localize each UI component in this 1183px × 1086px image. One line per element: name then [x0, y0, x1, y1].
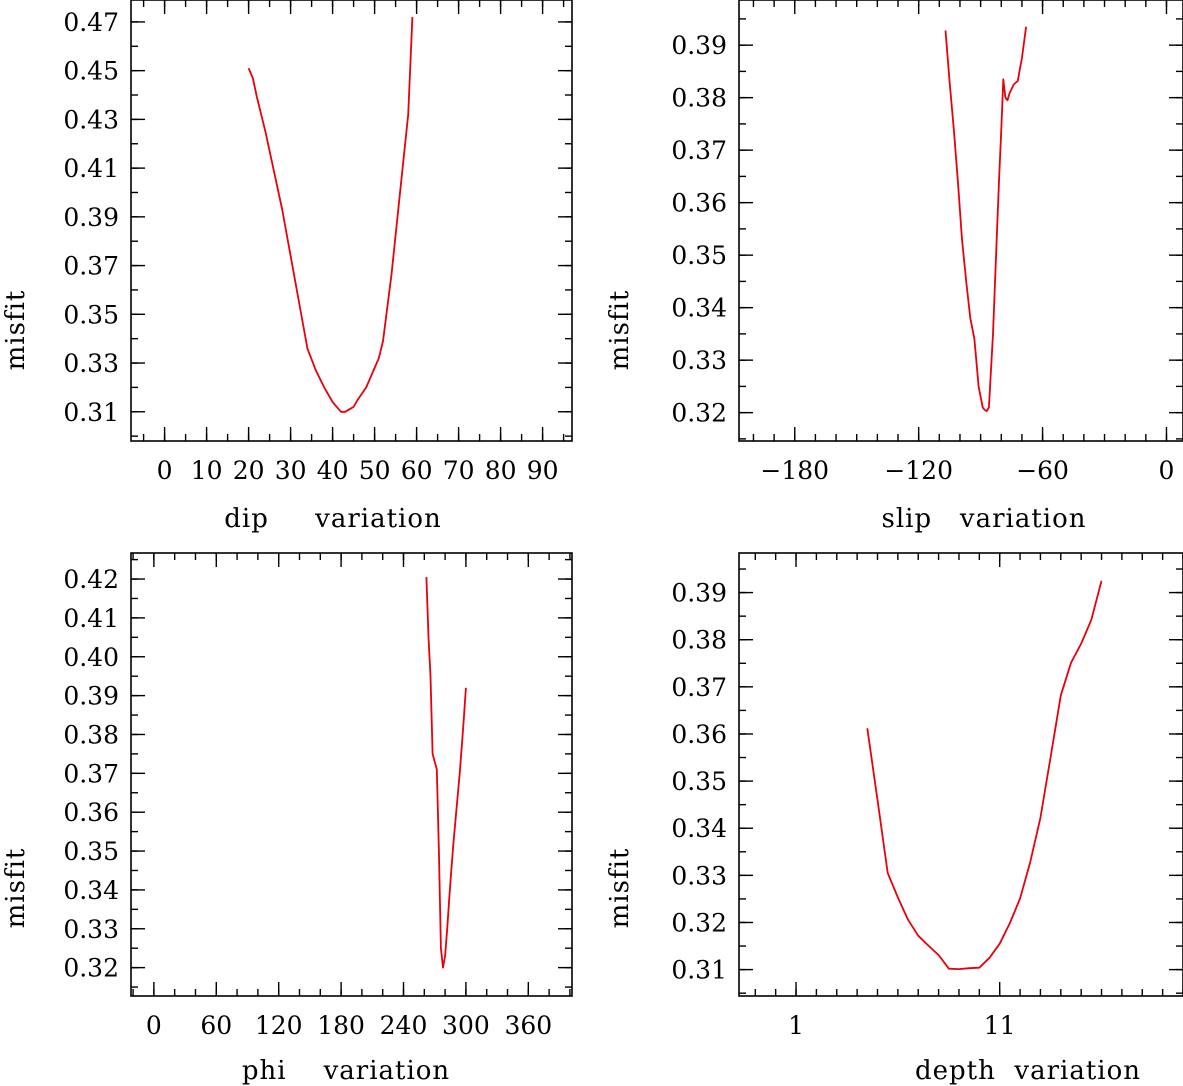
x-axis-title: phi variation: [242, 1056, 450, 1086]
x-tick-label: −60: [1016, 456, 1069, 485]
y-tick-label: 0.34: [63, 876, 119, 905]
y-tick-label: 0.37: [63, 252, 119, 281]
y-tick-label: 0.33: [671, 861, 727, 890]
y-tick-label: 0.35: [63, 837, 119, 866]
y-tick-label: 0.37: [671, 673, 727, 702]
y-axis-title: misfit: [605, 848, 635, 929]
misfit-series-line: [425, 577, 467, 969]
x-tick-label: 40: [317, 456, 349, 485]
y-axis-title: misfit: [1, 848, 31, 929]
chart-panel-2: −180 −120 −60 0 0.32 0.33 0.34 0.35 0.36 0.37 0.38…: [605, 0, 1183, 534]
y-tick-label: 0.36: [671, 189, 727, 218]
plot-frame: [130, 552, 573, 997]
y-tick-label: 0.32: [671, 908, 727, 937]
x-tick-label: 90: [527, 456, 559, 485]
y-tick-label: 0.35: [671, 241, 727, 270]
y-tick-label: 0.32: [671, 399, 727, 428]
x-tick-label: 70: [443, 456, 475, 485]
y-tick-label: 0.38: [63, 720, 119, 749]
y-tick-label: 0.37: [671, 136, 727, 165]
y-tick-label: 0.31: [671, 956, 727, 985]
x-tick-label: −180: [760, 456, 829, 485]
misfit-series-line: [247, 17, 414, 413]
y-tick-label: 0.36: [671, 720, 727, 749]
y-tick-label: 0.36: [63, 798, 119, 827]
y-tick-label: 0.33: [63, 349, 119, 378]
y-tick-label: 0.39: [671, 579, 727, 608]
y-tick-label: 0.39: [63, 682, 119, 711]
x-tick-label: 180: [317, 1011, 365, 1040]
x-tick-label: 120: [255, 1011, 303, 1040]
x-axis-title: dip variation: [224, 504, 442, 534]
y-tick-label: 0.43: [63, 105, 119, 134]
y-tick-label: 0.32: [63, 954, 119, 983]
y-tick-label: 0.41: [63, 604, 119, 633]
y-tick-label: 0.38: [671, 84, 727, 113]
y-tick-label: 0.42: [63, 565, 119, 594]
y-tick-label: 0.38: [671, 626, 727, 655]
y-tick-label: 0.34: [671, 294, 727, 323]
y-tick-label: 0.37: [63, 759, 119, 788]
x-tick-label: 80: [485, 456, 517, 485]
x-tick-label: 0: [146, 1011, 162, 1040]
misfit-series-line: [944, 26, 1027, 413]
chart-panel-1: 0 10 20 30 40 50 60 70 80 90 0.31 0.33 0.35 0.37 0.39 0…: [1, 0, 573, 534]
x-tick-label: 0: [157, 456, 173, 485]
x-tick-label: 240: [380, 1011, 428, 1040]
x-tick-label: 10: [191, 456, 223, 485]
x-tick-label: 360: [504, 1011, 552, 1040]
y-tick-label: 0.35: [63, 300, 119, 329]
plot-frame: [738, 552, 1183, 997]
plot-frame: [130, 0, 573, 442]
plot-frame: [738, 0, 1183, 442]
x-tick-label: 60: [200, 1011, 232, 1040]
x-tick-label: 11: [984, 1011, 1016, 1040]
chart-panel-4: 1 110.310.320.330.340.350.360.370.380.39d…: [605, 552, 1183, 1086]
y-tick-label: 0.39: [63, 203, 119, 232]
y-tick-label: 0.35: [671, 767, 727, 796]
y-tick-label: 0.33: [671, 346, 727, 375]
y-axis-title: misfit: [605, 290, 635, 371]
y-tick-label: 0.31: [63, 398, 119, 427]
y-tick-label: 0.41: [63, 154, 119, 183]
x-tick-label: 20: [233, 456, 265, 485]
y-axis-title: misfit: [1, 290, 31, 371]
x-axis-title: depth variation: [915, 1056, 1141, 1086]
y-tick-label: 0.34: [671, 814, 727, 843]
x-tick-label: 0: [1159, 456, 1175, 485]
y-tick-label: 0.40: [63, 643, 119, 672]
x-tick-label: 300: [442, 1011, 490, 1040]
x-tick-label: 30: [275, 456, 307, 485]
x-tick-label: 60: [401, 456, 433, 485]
x-tick-label: −120: [884, 456, 953, 485]
chart-panel-3: 0 60 120 180 240 300 360 0.32 0.33 0.34 0.35 0.36 0.…: [1, 552, 573, 1086]
y-tick-label: 0.47: [63, 8, 119, 37]
x-tick-label: 1: [788, 1011, 804, 1040]
y-tick-label: 0.39: [671, 31, 727, 60]
misfit-series-line: [866, 580, 1103, 970]
x-axis-title: slip variation: [881, 504, 1086, 534]
y-tick-label: 0.33: [63, 915, 119, 944]
y-tick-label: 0.45: [63, 57, 119, 86]
x-tick-label: 50: [359, 456, 391, 485]
